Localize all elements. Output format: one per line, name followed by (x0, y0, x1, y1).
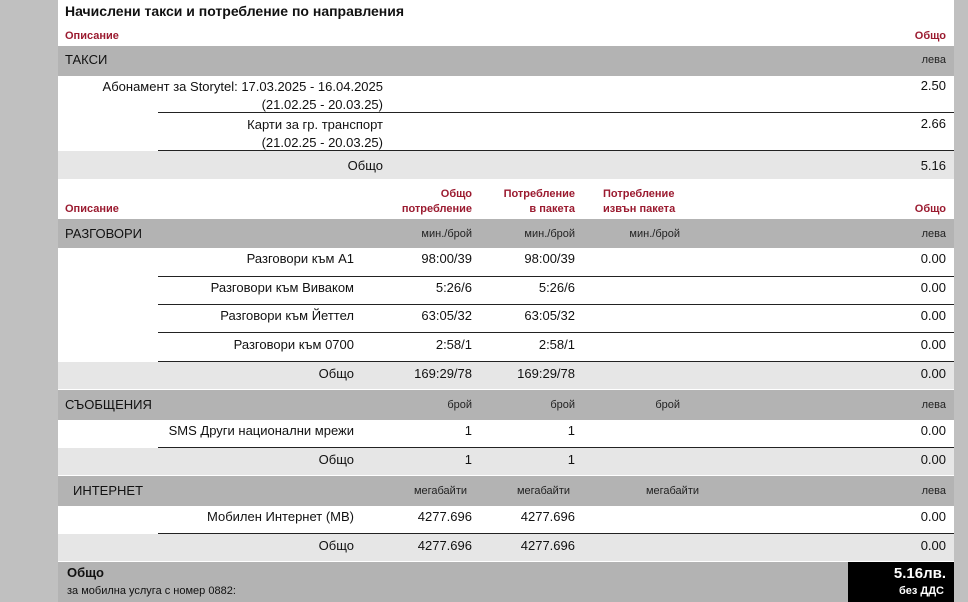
messages-total-in: 1 (567, 452, 575, 467)
calls-row-total: 63:05/32 (421, 308, 472, 323)
messages-total-label: Общо (318, 452, 354, 467)
internet-section-name: ИНТЕРНЕТ (73, 483, 144, 498)
internet-unit-in: мегабайти (516, 485, 570, 497)
usage-header-total: Общо (914, 203, 946, 215)
calls-row-amount: 0.00 (920, 251, 946, 266)
calls-row-label: Разговори към А1 (246, 251, 354, 266)
row-divider (158, 304, 954, 305)
messages-total-total: 1 (464, 452, 472, 467)
messages-total-amount: 0.00 (920, 452, 946, 467)
row-divider (158, 361, 954, 362)
usage-header-total-usage: Общо потребление (401, 188, 472, 215)
fees-total-label: Общо (347, 158, 383, 173)
fees-section-unit: лева (921, 54, 946, 66)
messages-unit-out: брой (655, 399, 680, 411)
messages-unit-total: брой (447, 399, 472, 411)
row-divider (158, 447, 954, 448)
calls-section-name: РАЗГОВОРИ (65, 226, 142, 241)
fees-total-band (58, 151, 954, 179)
internet-total-label: Общо (318, 538, 354, 553)
fees-header-total: Общо (914, 30, 946, 42)
calls-total-total: 169:29/78 (414, 366, 472, 381)
calls-unit-total: мин./брой (421, 228, 472, 240)
usage-header-description: Описание (65, 203, 119, 215)
internet-total-band (58, 534, 954, 561)
calls-row-label: Разговори към Виваком (210, 280, 354, 295)
fee-row-description: Абонамент за Storytel: 17.03.2025 - 16.0… (102, 79, 383, 112)
internet-row-in: 4277.696 (520, 509, 575, 524)
grand-total-sublabel: за мобилна услуга с номер 0882: (67, 585, 236, 597)
fee-row-description: Карти за гр. транспорт (21.02.25 - 20.03… (247, 117, 383, 150)
calls-total-label: Общо (318, 366, 354, 381)
calls-total-in: 169:29/78 (517, 366, 575, 381)
fees-section-band (58, 46, 954, 76)
calls-row-amount: 0.00 (920, 280, 946, 295)
calls-unit-out: мин./брой (629, 228, 680, 240)
calls-unit-in: мин./брой (524, 228, 575, 240)
calls-row-amount: 0.00 (920, 308, 946, 323)
fees-section-name: ТАКСИ (65, 52, 108, 67)
calls-section-band (58, 219, 954, 248)
messages-row-total: 1 (464, 423, 472, 438)
calls-row-label: Разговори към 0700 (233, 337, 354, 352)
grand-total-band (58, 562, 848, 602)
row-divider (158, 533, 954, 534)
calls-row-label: Разговори към Йеттел (220, 308, 354, 323)
internet-row-total: 4277.696 (417, 509, 472, 524)
internet-unit-out: мегабайти (645, 485, 699, 497)
row-divider (158, 276, 954, 277)
messages-section-name: СЪОБЩЕНИЯ (65, 397, 152, 412)
row-divider (158, 150, 954, 151)
calls-row-total: 2:58/1 (435, 337, 472, 352)
fee-row-amount: 2.50 (920, 78, 946, 93)
calls-row-total: 98:00/39 (421, 251, 472, 266)
messages-row-label: SMS Други национални мрежи (168, 423, 354, 438)
internet-unit-total: мегабайти (413, 485, 467, 497)
messages-row-in: 1 (567, 423, 575, 438)
usage-header-out-package: Потребление извън пакета (603, 188, 676, 215)
fees-total-amount: 5.16 (920, 158, 946, 173)
messages-total-band (58, 448, 954, 475)
calls-row-in: 98:00/39 (524, 251, 575, 266)
invoice-document: Начислени такси и потребление по направл… (58, 0, 954, 602)
calls-total-amount: 0.00 (920, 366, 946, 381)
internet-total-total: 4277.696 (417, 538, 472, 553)
internet-section-band (58, 476, 954, 506)
internet-total-in: 4277.696 (520, 538, 575, 553)
internet-unit-amount: лева (921, 485, 946, 497)
grand-total-note: без ДДС (898, 585, 944, 597)
calls-row-in: 2:58/1 (538, 337, 575, 352)
calls-row-total: 5:26/6 (435, 280, 472, 295)
fee-row-amount: 2.66 (920, 116, 946, 131)
internet-row-amount: 0.00 (920, 509, 946, 524)
page-title: Начислени такси и потребление по направл… (65, 3, 405, 19)
messages-unit-in: брой (550, 399, 575, 411)
calls-row-in: 5:26/6 (538, 280, 575, 295)
calls-unit-amount: лева (921, 228, 946, 240)
calls-total-band (58, 362, 954, 389)
internet-total-amount: 0.00 (920, 538, 946, 553)
grand-total-label: Общо (67, 565, 104, 580)
calls-row-amount: 0.00 (920, 337, 946, 352)
messages-unit-amount: лева (921, 399, 946, 411)
internet-row-label: Мобилен Интернет (MB) (206, 509, 354, 524)
fees-header-description: Описание (65, 30, 119, 42)
grand-total-box (848, 562, 954, 602)
messages-section-band (58, 390, 954, 420)
grand-total-amount: 5.16лв. (893, 565, 946, 582)
calls-row-in: 63:05/32 (524, 308, 575, 323)
row-divider (158, 112, 954, 113)
usage-header-in-package: Потребление в пакета (503, 188, 575, 215)
messages-row-amount: 0.00 (920, 423, 946, 438)
row-divider (158, 332, 954, 333)
